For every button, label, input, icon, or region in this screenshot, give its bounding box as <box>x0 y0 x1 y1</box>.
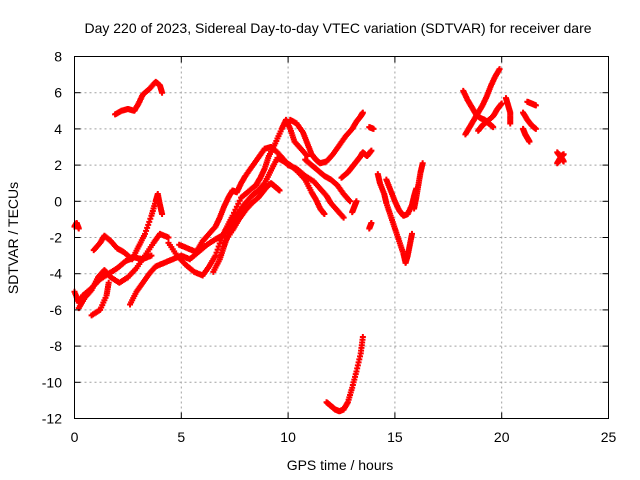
series-arc-10 <box>210 154 328 275</box>
series-arc-15 <box>349 198 360 216</box>
data-point <box>359 109 366 116</box>
chart-title: Day 220 of 2023, Sidereal Day-to-day VTE… <box>84 20 591 36</box>
data-point <box>370 125 377 132</box>
y-tick-label: -12 <box>42 411 62 427</box>
series-arc-30 <box>554 149 567 165</box>
x-tick-label: 5 <box>177 429 185 445</box>
data-point <box>419 160 426 167</box>
data-point <box>408 230 415 237</box>
series-arc-02 <box>71 220 82 232</box>
axis-ticks: 0 5 10 15 20 25 -12 -10 -8 -6 -4 -2 0 2 4 6 8 <box>42 49 617 446</box>
y-tick-label: -4 <box>50 266 63 282</box>
x-tick-label: 25 <box>601 429 617 445</box>
x-tick-label: 20 <box>494 429 510 445</box>
y-tick-label: -6 <box>50 302 63 318</box>
y-tick-label: 4 <box>54 121 62 137</box>
data-point <box>368 220 375 227</box>
data-point <box>276 187 283 194</box>
data-point <box>146 218 153 225</box>
data-point <box>359 334 366 341</box>
series-arc-17 <box>366 220 375 232</box>
series-arc-19 <box>374 171 415 266</box>
data-point <box>144 224 151 231</box>
y-tick-label: 0 <box>54 193 62 209</box>
y-axis-label: SDTVAR / TECUs <box>5 182 21 294</box>
data-point <box>496 66 503 73</box>
data-point <box>233 203 240 210</box>
data-point <box>353 198 360 205</box>
data-point <box>340 214 347 221</box>
data-point <box>526 138 533 145</box>
data-point <box>165 234 172 241</box>
series-arc-12 <box>287 109 366 167</box>
data-point <box>236 197 243 204</box>
data-point <box>213 249 220 256</box>
data-point <box>235 200 242 207</box>
data-point <box>75 225 82 232</box>
series-arc-27 <box>520 125 533 145</box>
series-arc-16 <box>366 124 377 132</box>
x-axis-label: GPS time / hours <box>287 457 394 473</box>
y-tick-label: -2 <box>50 230 63 246</box>
series-arc-11 <box>221 180 283 246</box>
y-tick-label: -10 <box>42 374 62 390</box>
grid-lines <box>74 56 609 419</box>
data-point <box>321 210 328 217</box>
y-tick-label: 6 <box>54 85 62 101</box>
data-point <box>214 246 221 253</box>
series-arc-26 <box>520 109 539 132</box>
y-tick-label: 8 <box>54 49 62 65</box>
series-arc-07 <box>112 78 166 118</box>
x-tick-label: 15 <box>387 429 403 445</box>
series-arc-13 <box>302 156 354 205</box>
x-tick-label: 0 <box>71 429 79 445</box>
data-point <box>498 100 505 107</box>
data-point <box>532 102 539 109</box>
data-point <box>212 252 219 259</box>
series-arc-04 <box>88 279 112 319</box>
data-point <box>490 124 497 131</box>
data-point <box>347 198 354 205</box>
series-arc-18 <box>323 334 366 415</box>
data-point <box>145 221 152 228</box>
series-arc-24 <box>475 100 505 134</box>
data-point <box>368 147 375 154</box>
series-arc-23 <box>462 66 503 138</box>
series-arc-05 <box>90 191 166 263</box>
data-point <box>105 279 112 286</box>
data-point <box>215 243 222 250</box>
series-arc-28 <box>524 98 539 109</box>
y-tick-label: 2 <box>54 157 62 173</box>
data-point <box>148 252 155 259</box>
data-point <box>159 89 166 96</box>
data-point <box>159 210 166 217</box>
series-arc-03 <box>75 230 172 312</box>
series-arc-21 <box>411 160 426 212</box>
y-tick-label: -8 <box>50 338 63 354</box>
data-point <box>141 230 148 237</box>
x-tick-label: 10 <box>280 429 296 445</box>
data-point <box>507 120 514 127</box>
data-points <box>71 66 567 415</box>
series-arc-09 <box>176 144 347 255</box>
series-arc-14 <box>338 147 375 181</box>
data-point <box>560 158 567 165</box>
series-arc-08 <box>165 116 311 279</box>
data-point <box>147 215 154 222</box>
series-arc-25 <box>502 95 514 127</box>
data-point <box>532 125 539 132</box>
data-point <box>143 227 150 234</box>
